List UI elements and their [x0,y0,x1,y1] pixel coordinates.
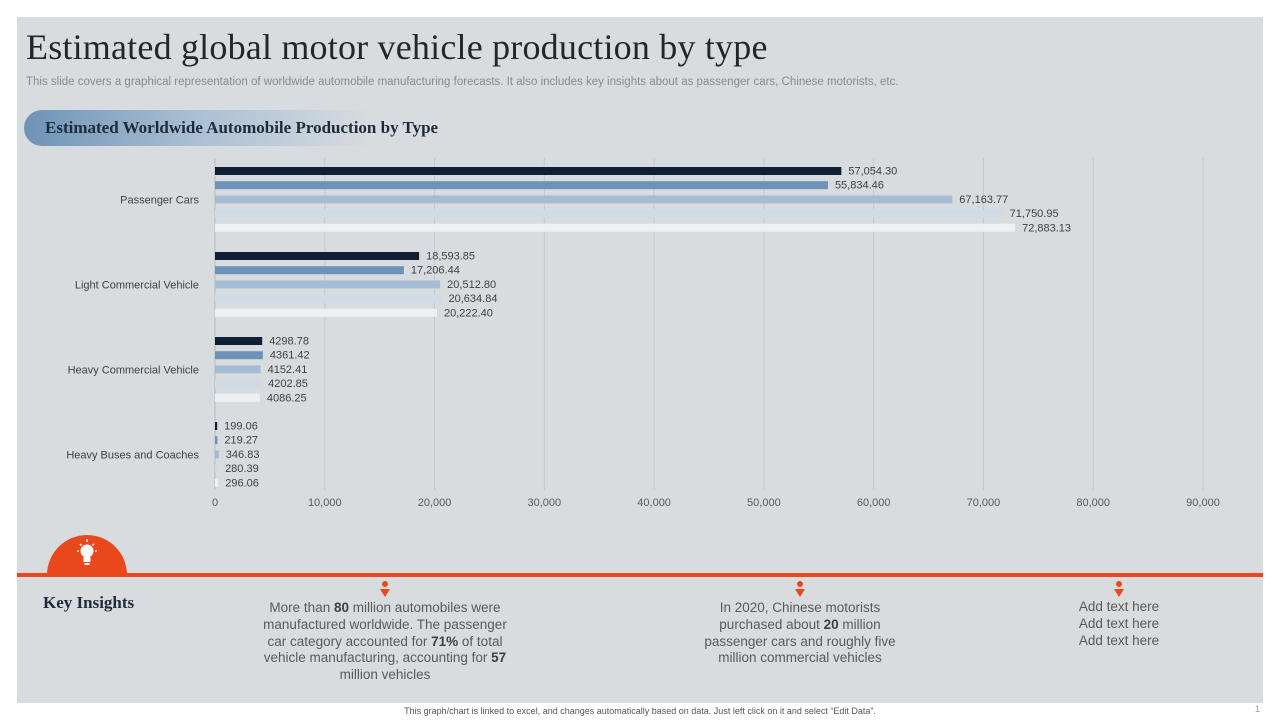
bar [215,365,261,374]
data-label: 20,222.40 [444,307,493,319]
category-label: Heavy Commercial Vehicle [68,364,199,376]
bar [215,478,219,487]
data-label: 18,593.85 [426,251,475,263]
x-tick-label: 20,000 [418,497,452,509]
bar [215,181,828,190]
data-label: 280.39 [225,463,259,475]
bar [215,422,218,430]
data-label: 4298.78 [269,336,309,348]
bar [215,450,219,459]
data-label: 296.06 [225,477,259,489]
lightbulb-icon [77,539,97,565]
data-label: 4202.85 [268,378,308,390]
bar [215,351,263,360]
data-label: 55,834.46 [835,180,884,192]
data-label: 20,512.80 [447,279,496,291]
chart-title-banner [24,110,589,146]
insight-text-1: More than 80 million automobiles were ma… [263,600,507,683]
x-tick-label: 40,000 [637,497,671,509]
bar [215,266,404,275]
page-subtitle: This slide covers a graphical representa… [26,76,899,88]
bar [215,223,1016,232]
pin-marker-icon [380,581,390,597]
pin-marker-icon [1114,581,1124,597]
page-title: Estimated global motor vehicle productio… [26,27,768,67]
category-label: Heavy Buses and Coaches [66,449,199,461]
data-label: 17,206.44 [411,265,460,277]
data-label: 67,163.77 [959,194,1008,206]
page-number: 1 [1254,704,1260,714]
bar [215,464,219,473]
data-label: 57,054.30 [848,166,897,178]
bar [215,167,842,175]
x-tick-label: 80,000 [1076,497,1110,509]
category-label: Passenger Cars [120,194,199,206]
x-tick-label: 10,000 [308,497,342,509]
insight-text-3[interactable]: Add text here Add text here Add text her… [1078,599,1160,648]
data-label: 4152.41 [268,364,308,376]
data-label: 346.83 [226,449,260,461]
bar [215,209,1003,218]
bar [215,393,260,402]
divider-line [17,573,1263,577]
x-tick-label: 90,000 [1186,497,1220,509]
insight-text-2: In 2020, Chinese motorists purchased abo… [704,600,896,666]
footer-note: This graph/chart is linked to excel, and… [404,706,876,716]
bar [215,337,263,345]
data-label: 4086.25 [267,392,307,404]
bar [215,280,441,289]
x-tick-label: 30,000 [528,497,562,509]
chart-title: Estimated Worldwide Automobile Productio… [45,118,439,137]
data-label: 219.27 [224,435,258,447]
bar [215,252,420,260]
data-label: 72,883.13 [1022,222,1071,234]
pin-marker-icon [795,581,805,597]
x-tick-label: 70,000 [967,497,1001,509]
data-label: 4361.42 [270,350,310,362]
x-tick-label: 0 [212,497,218,509]
bar [215,379,262,388]
data-label: 71,750.95 [1010,208,1059,220]
x-tick-label: 60,000 [857,497,891,509]
data-label: 199.06 [224,421,258,433]
x-tick-label: 50,000 [747,497,781,509]
bar [215,294,442,303]
bar [215,195,953,204]
bar [215,308,437,317]
data-label: 20,634.84 [449,293,498,305]
insight-badge [47,535,127,575]
bar [215,436,218,445]
category-label: Light Commercial Vehicle [75,279,199,291]
key-insights-label: Key Insights [43,593,135,612]
